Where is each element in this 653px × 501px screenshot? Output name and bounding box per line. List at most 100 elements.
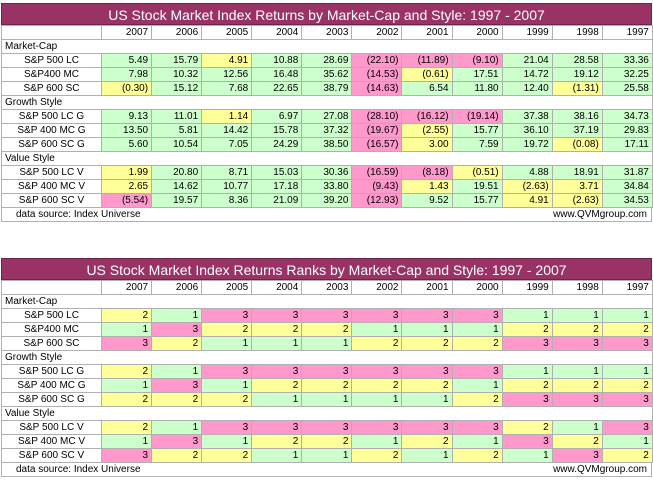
value-cell: 21.04 [501,53,553,68]
value-cell: 4.91 [501,193,553,208]
value-cell: 3 [301,420,353,435]
section-label: Market-Cap [1,39,653,54]
year-header: 2005 [201,280,253,295]
value-cell: 1 [201,378,253,393]
value-cell: 2 [301,378,353,393]
value-cell: 2 [301,434,353,449]
value-cell: 35.62 [301,67,353,82]
website-label: www.QVMgroup.com [553,464,647,475]
value-cell: 5.81 [151,123,203,138]
value-cell: 1 [151,308,203,323]
value-cell: 1 [501,308,553,323]
value-cell: 3 [401,364,453,379]
value-cell: (9.43) [351,179,403,194]
value-cell: 3 [601,392,653,407]
value-cell: 19.72 [501,137,553,152]
header-row: 2007 2006 2005 2004 2003 2002 2001 2000 1999 1998… [1,280,653,295]
value-cell: 28.58 [551,53,603,68]
value-cell: 3 [451,308,503,323]
value-cell: 2 [100,420,153,435]
year-header: 2004 [251,25,303,40]
value-cell: 37.32 [301,123,353,138]
value-cell: 38.50 [301,137,353,152]
value-cell: 14.42 [201,123,253,138]
value-cell: (9.10) [451,53,503,68]
value-cell: 3.71 [551,179,603,194]
value-cell: 2 [501,322,553,337]
value-cell: 2 [151,336,203,351]
value-cell: 3 [451,364,503,379]
value-cell: 1 [601,434,653,449]
value-cell: 8.36 [201,193,253,208]
value-cell: 3 [351,420,403,435]
value-cell: 1 [451,378,503,393]
data-source-label: data source: Index Universe [16,209,141,220]
value-cell: 1 [451,434,503,449]
value-cell: 3 [251,364,303,379]
value-cell: 6.54 [401,81,453,96]
row-label: S&P 400 MC G [1,378,102,393]
value-cell: 3 [601,420,653,435]
year-header: 2003 [301,25,353,40]
row-label: S&P 400 MC G [1,123,102,138]
value-cell: 1 [501,364,553,379]
returns-panel: US Stock Market Index Returns by Market-… [1,3,653,222]
value-cell: 1 [401,448,453,463]
value-cell: 2 [201,322,253,337]
value-cell: 22.65 [251,81,303,96]
website-label: www.QVMgroup.com [553,209,647,220]
year-header: 1998 [551,280,603,295]
data-source-label: data source: Index Universe [16,464,141,475]
table-row: S&P 600 SC 3 2 1 1 1 2 2 2 3 3 3 [1,336,653,351]
value-cell: 3 [201,308,253,323]
value-cell: 24.29 [251,137,303,152]
year-header: 2000 [451,280,503,295]
row-label: S&P 600 SC G [1,137,102,152]
corner-cell [1,280,102,295]
value-cell: 3 [251,308,303,323]
value-cell: 5.60 [100,137,153,152]
value-cell: 17.18 [251,179,303,194]
value-cell: 2 [551,378,603,393]
value-cell: 38.79 [301,81,353,96]
value-cell: 1 [401,392,453,407]
year-header: 2002 [351,280,403,295]
year-header: 2001 [401,280,453,295]
value-cell: 2 [401,336,453,351]
value-cell: (14.63) [351,81,403,96]
value-cell: 34.53 [601,193,653,208]
value-cell: 1 [201,434,253,449]
value-cell: 4.91 [201,53,253,68]
value-cell: 27.08 [301,109,353,124]
value-cell: 30.36 [301,165,353,180]
value-cell: 25.58 [601,81,653,96]
section-label: Value Style [1,151,653,166]
value-cell: 17.11 [601,137,653,152]
ranks-title: US Stock Market Index Returns Ranks by M… [1,258,652,280]
value-cell: 12.40 [501,81,553,96]
value-cell: 2 [601,322,653,337]
value-cell: 1 [551,308,603,323]
value-cell: 2 [401,434,453,449]
value-cell: (5.54) [100,193,153,208]
value-cell: 1 [351,392,403,407]
section-label: Growth Style [1,95,653,110]
row-label: S&P 500 LC G [1,109,102,124]
value-cell: 1 [351,322,403,337]
returns-title: US Stock Market Index Returns by Market-… [1,3,652,25]
value-cell: 3 [251,420,303,435]
value-cell: 3 [151,378,203,393]
value-cell: 1 [251,392,303,407]
table-row: S&P 600 SC G 5.60 10.54 7.05 24.29 38.50 (16.5… [1,137,653,152]
value-cell: 15.78 [251,123,303,138]
value-cell: 10.32 [151,67,203,82]
value-cell: (0.61) [401,67,453,82]
value-cell: 13.50 [100,123,153,138]
section-label: Growth Style [1,350,653,365]
value-cell: (22.10) [351,53,403,68]
ranks-footer: data source: Index Universe www.QVMgroup… [1,463,652,477]
section-row: Market-Cap [1,294,653,309]
row-label: S&P 600 SC G [1,392,102,407]
value-cell: (28.10) [351,109,403,124]
